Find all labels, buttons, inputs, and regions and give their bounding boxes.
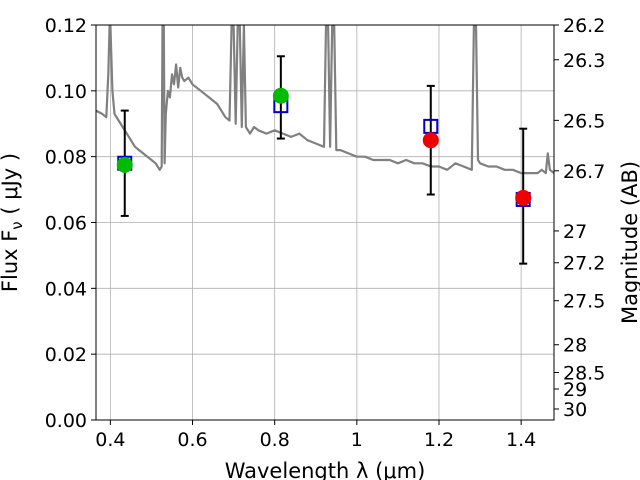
y-axis-ticks: 0.00 0.02 0.04 0.06 0.08 0.10 0.12 bbox=[45, 15, 96, 432]
y2-tick-label: 27.5 bbox=[563, 291, 605, 313]
y2-tick-label: 26.3 bbox=[563, 50, 605, 72]
x-axis-title: Wavelength λ (μm) bbox=[225, 459, 426, 480]
x-tick-label: 0.4 bbox=[95, 429, 125, 451]
y2-tick-label: 30 bbox=[563, 399, 587, 421]
y-tick-label: 0.04 bbox=[45, 278, 87, 300]
x-tick-label: 0.6 bbox=[177, 429, 207, 451]
x-tick-label: 1 bbox=[351, 429, 363, 451]
y-tick-label: 0.06 bbox=[45, 213, 87, 235]
y2-tick-label: 28 bbox=[563, 335, 587, 357]
x-tick-label: 1.2 bbox=[424, 429, 454, 451]
y2-axis-title: Magnitude (AB) bbox=[618, 161, 640, 324]
x-axis-ticks: 0.4 0.6 0.8 1 1.2 1.4 bbox=[95, 420, 536, 451]
y2-tick-label: 26.7 bbox=[563, 161, 605, 183]
x-tick-label: 1.4 bbox=[506, 429, 536, 451]
detection-circle-marker bbox=[422, 132, 439, 149]
model-spectrum-line bbox=[96, 25, 554, 175]
y-tick-label: 0.00 bbox=[45, 410, 87, 432]
detection-circle-marker bbox=[272, 87, 289, 104]
y-axis-title-subscript: ν bbox=[8, 221, 26, 229]
detection-circle-marker bbox=[515, 189, 532, 206]
y2-tick-label: 27 bbox=[563, 221, 587, 243]
detection-circle-marker bbox=[116, 156, 133, 173]
y-axis-title-unit: ( μJy ) bbox=[0, 153, 22, 221]
x-tick-label: 0.8 bbox=[260, 429, 290, 451]
y2-tick-label: 28.5 bbox=[563, 363, 605, 385]
y-tick-label: 0.12 bbox=[45, 15, 87, 37]
y2-tick-label: 27.2 bbox=[563, 253, 605, 275]
spectrum-polyline bbox=[96, 25, 554, 175]
y-axis-title-main: Flux F bbox=[0, 230, 22, 292]
y-tick-label: 0.08 bbox=[45, 147, 87, 169]
y-tick-label: 0.02 bbox=[45, 344, 87, 366]
y2-tick-label: 26.2 bbox=[563, 15, 605, 37]
y2-tick-label: 29 bbox=[563, 379, 587, 401]
y-tick-label: 0.10 bbox=[45, 81, 87, 103]
data-markers bbox=[116, 55, 532, 265]
y-axis-title: Flux Fν ( μJy ) bbox=[0, 153, 26, 292]
y2-tick-label: 26.5 bbox=[563, 110, 605, 132]
